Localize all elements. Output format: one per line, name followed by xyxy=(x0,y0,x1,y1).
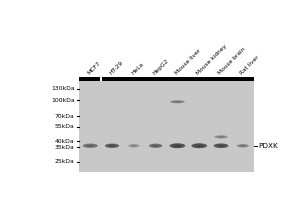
Ellipse shape xyxy=(214,143,228,148)
Text: 130kDa: 130kDa xyxy=(51,86,75,91)
Bar xyxy=(79,81,254,172)
Ellipse shape xyxy=(239,145,246,147)
Ellipse shape xyxy=(170,100,185,103)
Ellipse shape xyxy=(108,145,116,147)
Text: Mouse brain: Mouse brain xyxy=(218,46,247,76)
Ellipse shape xyxy=(152,145,159,147)
Text: HeLa: HeLa xyxy=(130,61,145,76)
Ellipse shape xyxy=(105,144,119,148)
Ellipse shape xyxy=(86,145,94,147)
Text: Mouse kidney: Mouse kidney xyxy=(196,43,228,76)
Text: 40kDa: 40kDa xyxy=(55,139,75,144)
Ellipse shape xyxy=(173,101,181,103)
Text: MCF7: MCF7 xyxy=(87,60,102,76)
Ellipse shape xyxy=(191,143,207,148)
Text: 55kDa: 55kDa xyxy=(55,124,75,129)
Text: HT-29: HT-29 xyxy=(109,60,124,76)
Ellipse shape xyxy=(173,145,182,147)
Text: Mouse liver: Mouse liver xyxy=(174,48,202,76)
Ellipse shape xyxy=(214,135,228,138)
Text: 100kDa: 100kDa xyxy=(51,98,75,103)
Text: 35kDa: 35kDa xyxy=(55,145,75,150)
Text: PDXK: PDXK xyxy=(258,143,278,149)
Ellipse shape xyxy=(195,145,203,147)
Ellipse shape xyxy=(128,144,140,147)
Text: HepG2: HepG2 xyxy=(152,58,170,76)
Ellipse shape xyxy=(237,144,249,147)
Ellipse shape xyxy=(169,143,185,148)
Text: 25kDa: 25kDa xyxy=(55,159,75,164)
Ellipse shape xyxy=(217,145,225,147)
Ellipse shape xyxy=(149,144,162,148)
Ellipse shape xyxy=(218,136,225,138)
Ellipse shape xyxy=(131,145,137,147)
Bar xyxy=(100,77,102,81)
Text: 70kDa: 70kDa xyxy=(55,114,75,119)
Ellipse shape xyxy=(82,144,98,148)
Text: Rat liver: Rat liver xyxy=(239,55,260,76)
Bar xyxy=(79,77,254,81)
